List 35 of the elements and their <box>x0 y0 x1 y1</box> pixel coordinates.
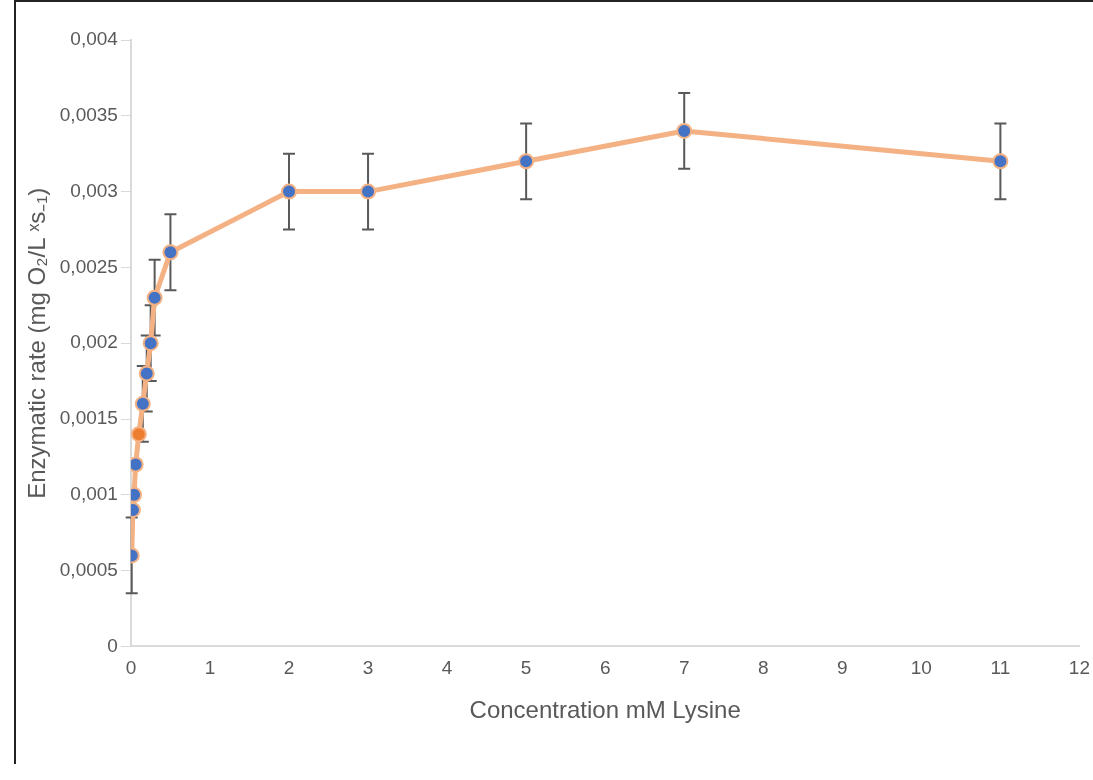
x-tick-label: 6 <box>599 657 611 679</box>
point <box>360 183 377 200</box>
x-tick-label: 8 <box>757 657 769 679</box>
y-tick-label: 0,0035 <box>59 104 118 126</box>
y-tick-label: 0,001 <box>70 483 118 505</box>
x-tick-label: 1 <box>204 657 216 679</box>
y-axis-title: Enzymatic rate (mg O₂/L ˣs₋₁) <box>23 187 51 499</box>
x-axis-title: Concentration mM Lysine <box>469 696 741 724</box>
x-tick-label: 4 <box>441 657 453 679</box>
y-tick-label: 0,002 <box>70 331 118 353</box>
point <box>134 395 151 412</box>
y-tick-label: 0,003 <box>70 179 118 201</box>
y-tick-label: 0,0025 <box>59 255 118 277</box>
x-tick-label: 7 <box>678 657 690 679</box>
y-tick-label: 0 <box>107 634 118 656</box>
y-tick-label: 0,0015 <box>59 407 118 429</box>
x-tick-label: 3 <box>362 657 374 679</box>
x-tick-label: 10 <box>910 657 932 679</box>
point <box>281 183 297 200</box>
x-tick-label: 5 <box>520 657 532 679</box>
point <box>162 244 179 261</box>
x-tick-label: 2 <box>283 657 295 679</box>
point <box>138 365 155 382</box>
point <box>518 153 535 170</box>
point <box>142 335 159 352</box>
y-tick-label: 0,004 <box>70 28 119 50</box>
point <box>992 153 1009 170</box>
x-tick-label: 0 <box>125 657 137 679</box>
x-tick-label: 11 <box>990 657 1011 679</box>
y-tick-label: 0,0005 <box>59 558 118 580</box>
x-tick-label: 9 <box>837 657 848 679</box>
point <box>130 426 147 443</box>
x-tick-label: 12 <box>1068 657 1090 679</box>
point <box>146 289 163 306</box>
point <box>676 122 693 139</box>
